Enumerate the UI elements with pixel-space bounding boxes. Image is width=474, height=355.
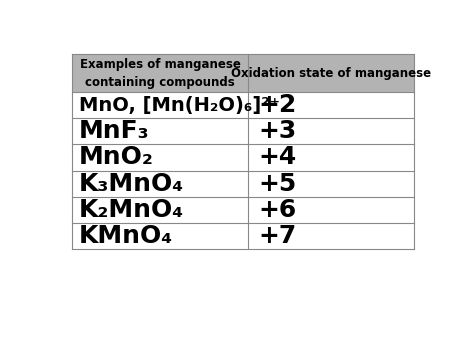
Text: +3: +3 xyxy=(258,119,296,143)
Text: Examples of manganese
containing compounds: Examples of manganese containing compoun… xyxy=(80,58,240,89)
Text: +2: +2 xyxy=(258,93,296,117)
Bar xyxy=(72,118,248,144)
Bar xyxy=(248,170,414,197)
Text: MnF₃: MnF₃ xyxy=(79,119,149,143)
Text: +7: +7 xyxy=(258,224,296,248)
Text: MnO, [Mn(H₂O)₆]²⁺: MnO, [Mn(H₂O)₆]²⁺ xyxy=(79,95,280,115)
Bar xyxy=(72,144,248,170)
Bar xyxy=(248,223,414,249)
Text: +6: +6 xyxy=(258,198,296,222)
Bar xyxy=(248,54,414,92)
Bar xyxy=(248,92,414,118)
Text: MnO₂: MnO₂ xyxy=(79,146,154,169)
Bar xyxy=(72,170,248,197)
Text: KMnO₄: KMnO₄ xyxy=(79,224,173,248)
Text: +4: +4 xyxy=(258,146,296,169)
Bar xyxy=(72,223,248,249)
Bar xyxy=(248,197,414,223)
Bar xyxy=(248,144,414,170)
Text: K₂MnO₄: K₂MnO₄ xyxy=(79,198,184,222)
Bar xyxy=(248,118,414,144)
Text: Oxidation state of manganese: Oxidation state of manganese xyxy=(231,67,431,80)
Bar xyxy=(72,92,248,118)
Bar xyxy=(72,197,248,223)
Bar xyxy=(72,54,248,92)
Text: +5: +5 xyxy=(258,171,296,196)
Text: K₃MnO₄: K₃MnO₄ xyxy=(79,171,184,196)
